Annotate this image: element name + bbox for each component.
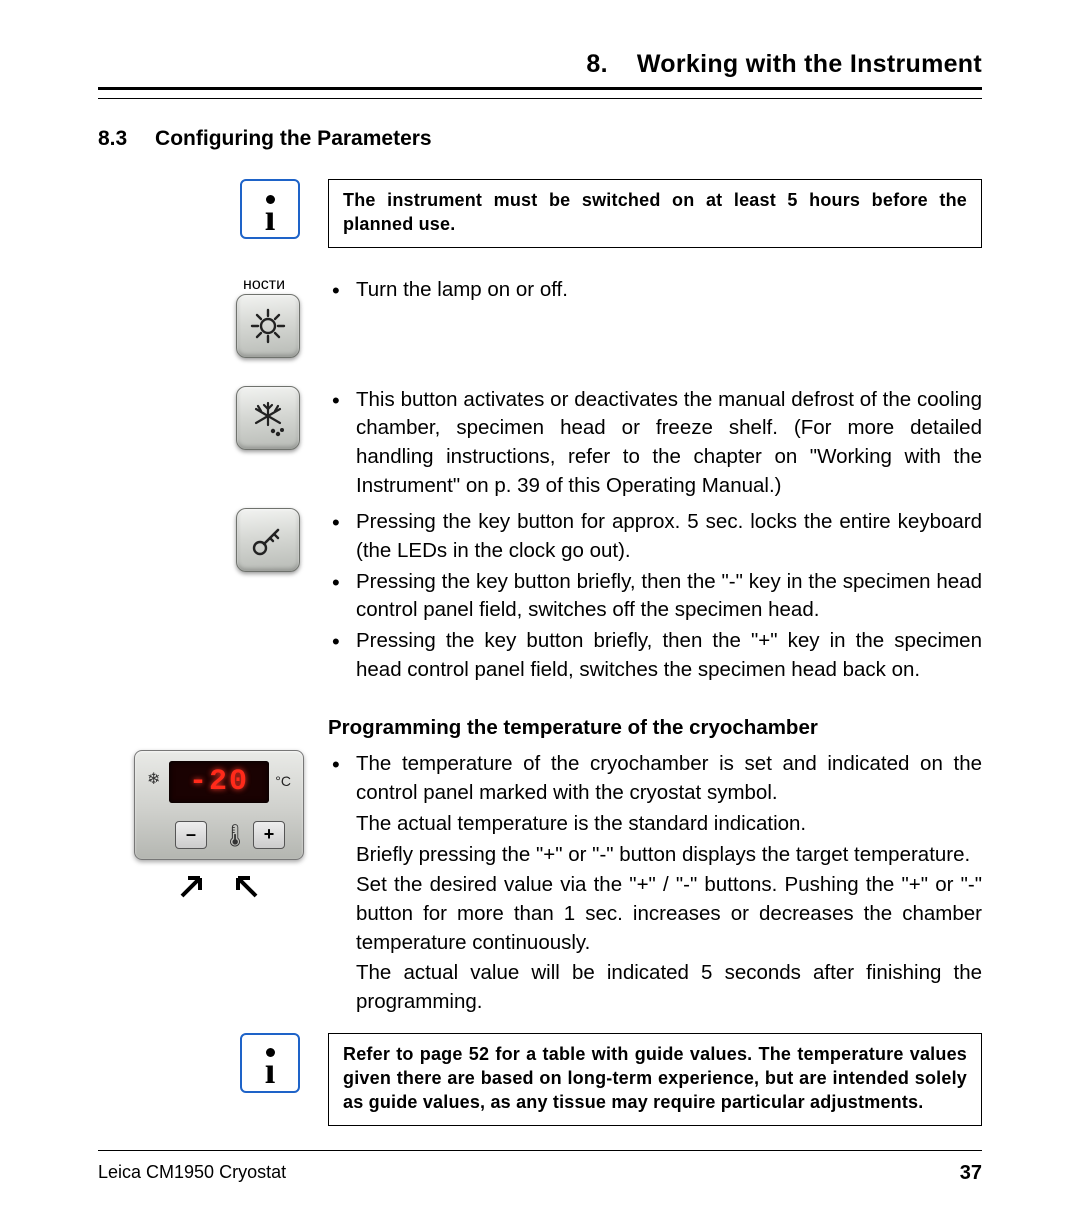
cryo-subhead: Programming the temperature of the cryoc… [328,716,982,740]
arrow-up-left-icon [176,868,210,902]
page-footer: Leica CM1950 Cryostat 37 [98,1162,982,1185]
header-rule-thin [98,98,982,99]
cryo-p3: Set the desired value via the "+" / "-" … [328,871,982,957]
info-callout-2: ı Refer to page 52 for a table with guid… [98,1033,982,1126]
chapter-name: Working with the Instrument [637,50,982,78]
arrow-up-right-icon [228,868,262,902]
section-heading: 8.3 Configuring the Parameters [98,127,982,151]
chapter-title: 8. Working with the Instrument [98,50,982,79]
key-button-icon [236,508,300,572]
footer-page-number: 37 [960,1162,982,1185]
cryo-p1: The actual temperature is the standard i… [328,810,982,839]
defrost-bullet: This button activates or deactivates the… [328,386,982,501]
key-bullet-1: Pressing the key button for approx. 5 se… [328,508,982,565]
cryo-p2: Briefly pressing the "+" or "-" button d… [328,841,982,870]
manual-page: 8. Working with the Instrument 8.3 Confi… [0,0,1080,1221]
cryo-row: ❄ -20 °C – 🌡 + The temperatur [98,750,982,1018]
lamp-row: ности [98,276,982,358]
snowflake-drip-icon [248,398,288,438]
callout-text-2: Refer to page 52 for a table with guide … [328,1033,982,1126]
cryostat-symbol-icon: ❄ [147,769,160,789]
key-bullet-2: Pressing the key button briefly, then th… [328,568,982,625]
key-bullet-3: Pressing the key button briefly, then th… [328,627,982,684]
key-row: Pressing the key button for approx. 5 se… [98,508,982,686]
section-title: Configuring the Parameters [155,127,432,150]
key-icon [248,520,288,560]
cryo-bullet: The temperature of the cryochamber is se… [328,750,982,807]
footer-rule [98,1150,982,1151]
subhead-row: Programming the temperature of the cryoc… [98,686,982,750]
thermometer-icon: 🌡 [221,823,249,849]
lamp-button-icon [236,294,300,358]
info-callout-1: ı The instrument must be switched on at … [98,179,982,248]
cryo-p4: The actual value will be indicated 5 sec… [328,959,982,1016]
cryo-control-panel: ❄ -20 °C – 🌡 + [134,750,304,860]
header-rule-thick [98,87,982,90]
info-icon: ı [240,179,300,239]
footer-product: Leica CM1950 Cryostat [98,1162,286,1185]
cryo-unit-label: °C [275,773,291,789]
section-number: 8.3 [98,127,127,151]
pointer-arrows [134,868,304,902]
chapter-number: 8. [586,50,607,78]
info-icon: ı [240,1033,300,1093]
info-glyph: ı [265,1048,276,1083]
defrost-button-icon [236,386,300,450]
lamp-bullet: Turn the lamp on or off. [328,276,982,305]
cryo-plus-button: + [253,821,285,849]
defrost-row: This button activates or deactivates the… [98,386,982,503]
info-glyph: ı [265,195,276,230]
cryo-minus-button: – [175,821,207,849]
cryo-led-display: -20 [169,761,269,803]
callout-text-1: The instrument must be switched on at le… [328,179,982,248]
lamp-icon [248,306,288,346]
